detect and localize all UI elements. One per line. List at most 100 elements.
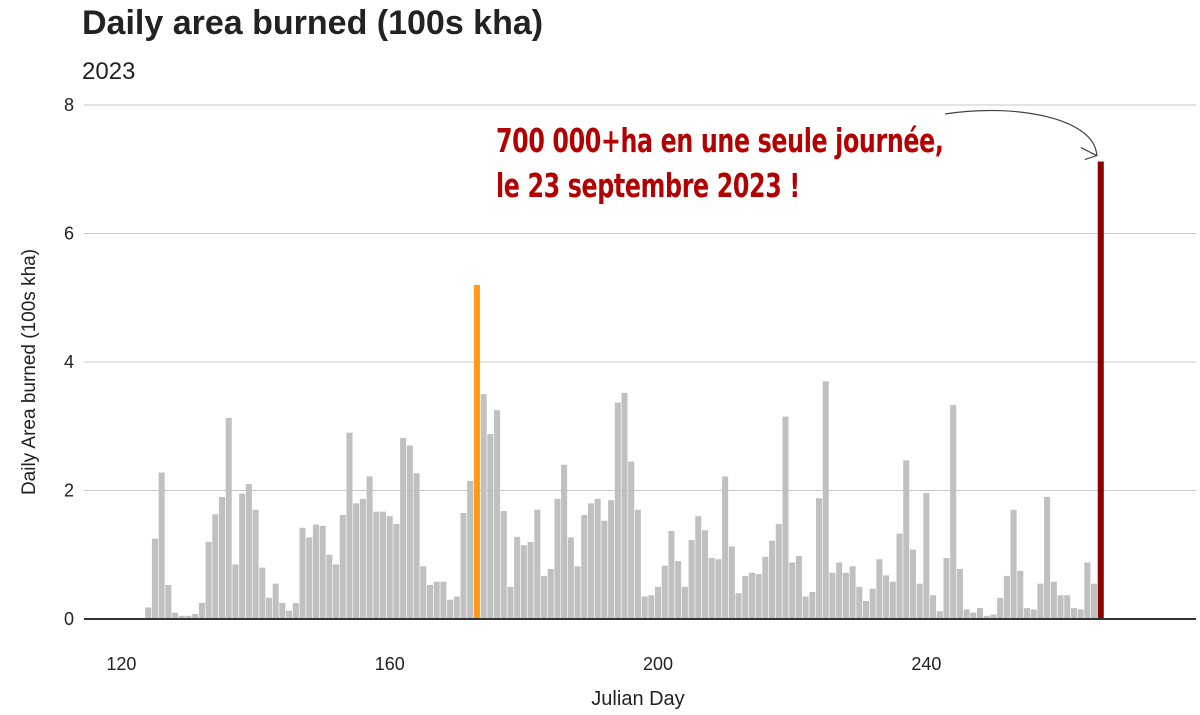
bar-day-222 [802,596,809,619]
bar-day-199 [648,595,655,619]
bar-day-252 [1003,575,1010,619]
bar-day-245 [956,568,963,619]
bar-day-166 [426,584,433,619]
bar-day-251 [997,597,1004,619]
bar-day-134 [212,514,219,619]
bar-day-230 [856,586,863,619]
bar-day-201 [661,565,668,619]
bar-day-152 [333,564,340,619]
bar-day-204 [681,586,688,619]
bar-day-229 [849,566,856,619]
bar-day-260 [1057,595,1064,619]
bar-day-214 [748,572,755,619]
bar-day-156 [359,498,366,619]
annotation-line-1: 700 000+ha en une seule journée, [496,121,944,160]
bar-day-206 [695,516,702,619]
bar-day-249 [983,615,990,619]
bar-day-254 [1017,570,1024,619]
bar-day-169 [447,599,454,619]
bar-day-262 [1070,608,1077,619]
bar-day-223 [809,592,816,619]
bar-day-221 [795,556,802,619]
bar-day-126 [158,472,165,619]
bar-day-158 [373,511,380,619]
bar-day-165 [420,566,427,619]
bar-day-151 [326,554,333,619]
bar-day-130 [185,615,192,619]
x-tick-label: 240 [911,654,941,674]
bar-day-238 [909,549,916,619]
bar-day-225 [822,381,829,619]
bar-day-150 [319,525,326,619]
gridlines [84,104,1196,491]
bar-day-228 [842,572,849,619]
bar-day-131 [192,613,199,619]
bar-day-168 [440,581,447,619]
bar-day-193 [608,500,615,619]
bar-day-203 [675,561,682,619]
y-tick-label: 2 [64,481,74,501]
bar-day-256 [1030,609,1037,619]
bar-day-197 [634,509,641,619]
bar-day-234 [883,575,890,619]
y-tick-label: 8 [64,95,74,115]
bar-day-257 [1037,583,1044,619]
bar-day-243 [943,557,950,619]
bar-day-186 [561,464,568,619]
bar-day-137 [232,564,239,619]
bar-day-250 [990,614,997,619]
bar-day-258 [1044,496,1051,619]
bar-day-231 [862,601,870,619]
bar-day-205 [688,539,695,619]
bar-day-184 [547,568,554,619]
bar-day-164 [413,473,420,619]
bar-day-176 [494,410,501,619]
bar-day-146 [292,602,299,619]
bar-day-200 [655,586,662,619]
bar-day-167 [433,581,440,619]
bar-day-159 [379,511,387,619]
bar-day-227 [836,562,843,619]
bar-day-170 [453,596,460,619]
bar-day-155 [353,503,360,619]
bar-day-255 [1023,608,1030,619]
bar-day-261 [1064,595,1071,619]
annotation-arrow-head [1080,147,1099,161]
bar-day-182 [534,509,541,619]
bar-day-124 [145,607,152,619]
bar-day-154 [346,432,353,619]
bar-day-187 [567,537,574,619]
bar-day-236 [896,533,903,619]
axes: 0 2 4 6 8 120 160 200 240 [64,95,1196,674]
bar-day-128 [172,612,179,619]
bar-day-160 [386,516,393,619]
bar-day-240 [923,493,930,619]
bar-day-246 [963,609,970,619]
annotation-line-2: le 23 septembre 2023 ! [496,166,800,205]
x-axis-label: Julian Day [591,688,685,710]
bar-day-239 [916,583,923,619]
bar-day-207 [701,530,709,619]
bar-day-136 [225,417,232,619]
bar-day-190 [587,503,594,619]
bar-day-213 [742,575,749,619]
bar-day-216 [762,556,769,619]
bar-day-219 [782,416,789,619]
bar-day-181 [527,541,534,619]
bar-day-263 [1077,609,1084,619]
bar-day-142 [265,597,272,619]
bar-day-188 [574,566,581,619]
bar-day-177 [500,511,507,619]
x-tick-label: 120 [106,654,136,674]
bar-day-232 [869,588,876,619]
bar-day-157 [366,476,373,619]
bar-day-140 [252,509,259,619]
bar-day-127 [165,584,172,619]
bar-day-242 [936,611,943,619]
bar-day-162 [400,437,407,619]
bar-day-172 [467,480,474,619]
bar-day-209 [715,559,722,619]
bar-day-161 [393,523,400,619]
x-tick-label: 200 [643,654,673,674]
